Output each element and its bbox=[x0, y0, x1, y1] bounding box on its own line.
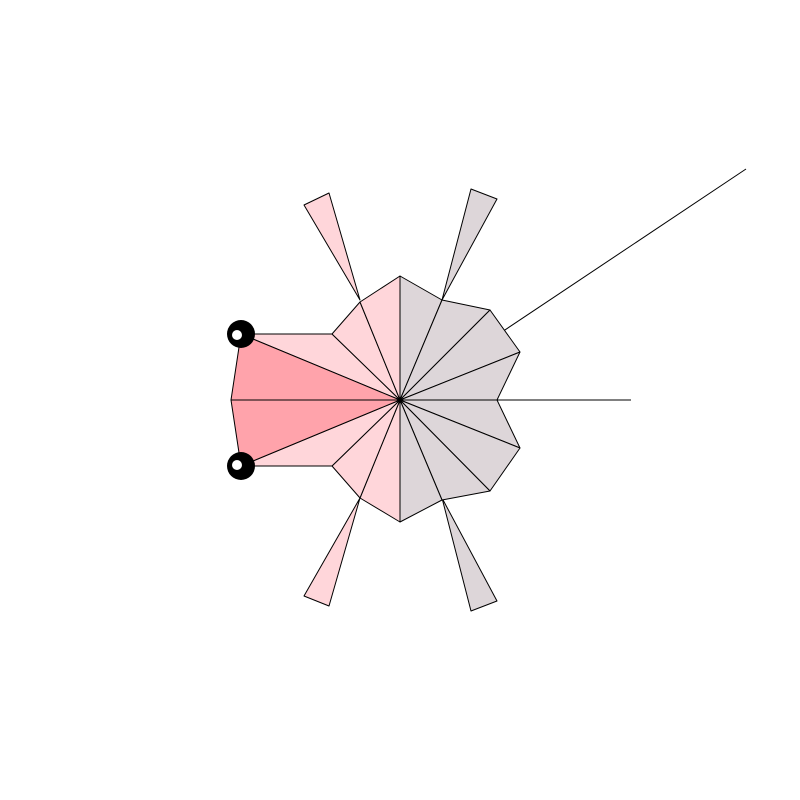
body-pink-wedge-6 bbox=[359, 275, 401, 401]
eye-top-highlight bbox=[232, 330, 242, 340]
leg-bottom-left bbox=[303, 497, 361, 607]
leg-top-right bbox=[441, 188, 498, 301]
leg-top-left bbox=[303, 192, 361, 301]
leg-bottom-right bbox=[441, 497, 498, 612]
head-lower bbox=[230, 399, 401, 467]
eye-bottom-highlight bbox=[232, 460, 242, 470]
